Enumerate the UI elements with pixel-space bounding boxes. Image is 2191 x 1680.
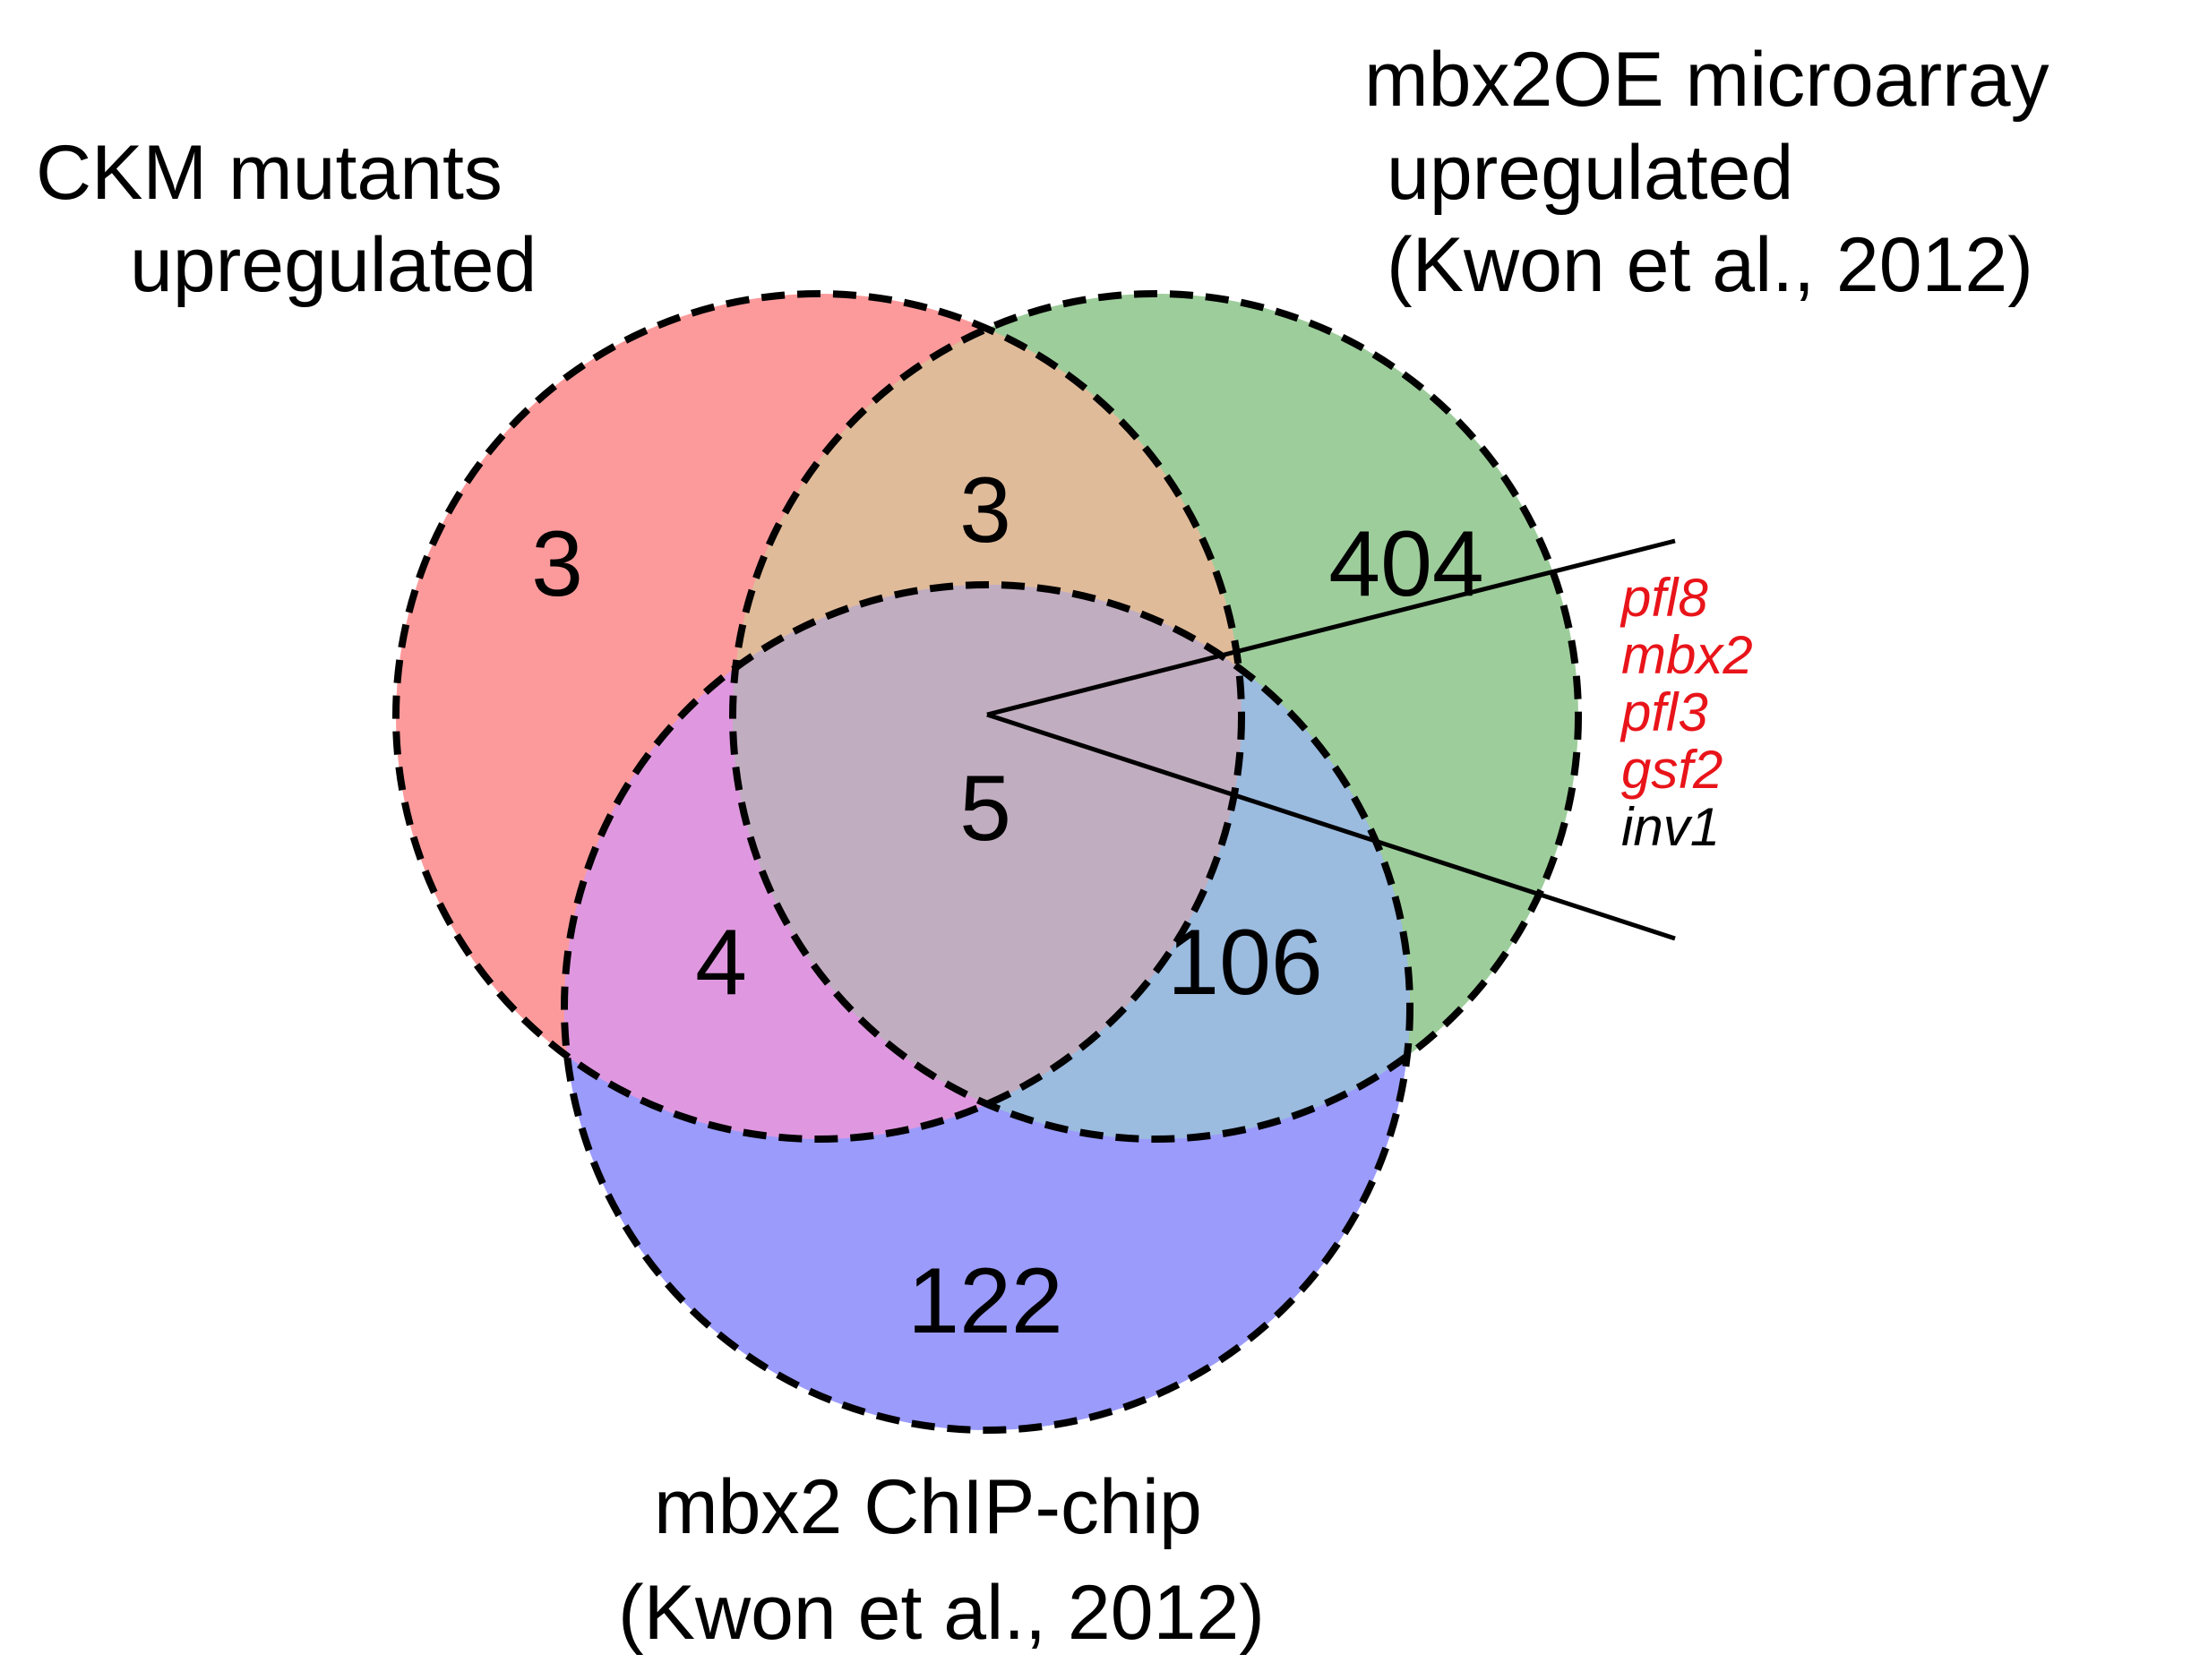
- callout-line-lower: [986, 712, 1676, 941]
- mbx2oe-label-line-3: (Kwon et al., 2012): [1387, 222, 2033, 308]
- count-ckm-chip: 4: [695, 911, 747, 1015]
- count-chip-only: 122: [907, 1249, 1063, 1353]
- gene-pfl8: pfl8: [1620, 568, 1708, 628]
- ckm-label-line-1: CKM mutants: [36, 130, 503, 216]
- gene-pfl3: pfl3: [1620, 682, 1708, 742]
- mbx2oe-label-line-1: mbx2OE microarray: [1364, 37, 2049, 123]
- ckm-set-label: CKM mutants upregulated: [36, 130, 537, 308]
- mbx2oe-circle-outline: [729, 290, 1582, 1143]
- mbx2oe-set-label: mbx2OE microarray upregulated (Kwon et a…: [1364, 37, 2071, 308]
- count-ckm-only: 3: [531, 512, 583, 616]
- triple-overlap-fill: [733, 585, 1242, 1139]
- callout-line-upper: [986, 538, 1676, 717]
- chip-set-label: mbx2 ChIP-chip (Kwon et al., 2012): [618, 1464, 1265, 1656]
- chip-label-line-1: mbx2 ChIP-chip: [654, 1464, 1202, 1550]
- count-all-three: 5: [959, 757, 1011, 861]
- chip-label-line-2: (Kwon et al., 2012): [618, 1570, 1265, 1656]
- ckm-label-line-2: upregulated: [130, 222, 537, 308]
- ckm-circle-outline: [392, 290, 1245, 1143]
- chip-circle-outline: [561, 581, 1413, 1434]
- count-ckm-mbx2oe: 3: [959, 459, 1011, 562]
- mbx2oe-label-line-2: upregulated: [1387, 130, 1793, 216]
- gene-inv1: inv1: [1621, 797, 1720, 857]
- count-mbx2oe-chip: 106: [1167, 911, 1323, 1015]
- count-mbx2oe-only: 404: [1328, 512, 1484, 616]
- gene-mbx2: mbx2: [1621, 625, 1753, 685]
- gene-gsf2: gsf2: [1621, 740, 1723, 800]
